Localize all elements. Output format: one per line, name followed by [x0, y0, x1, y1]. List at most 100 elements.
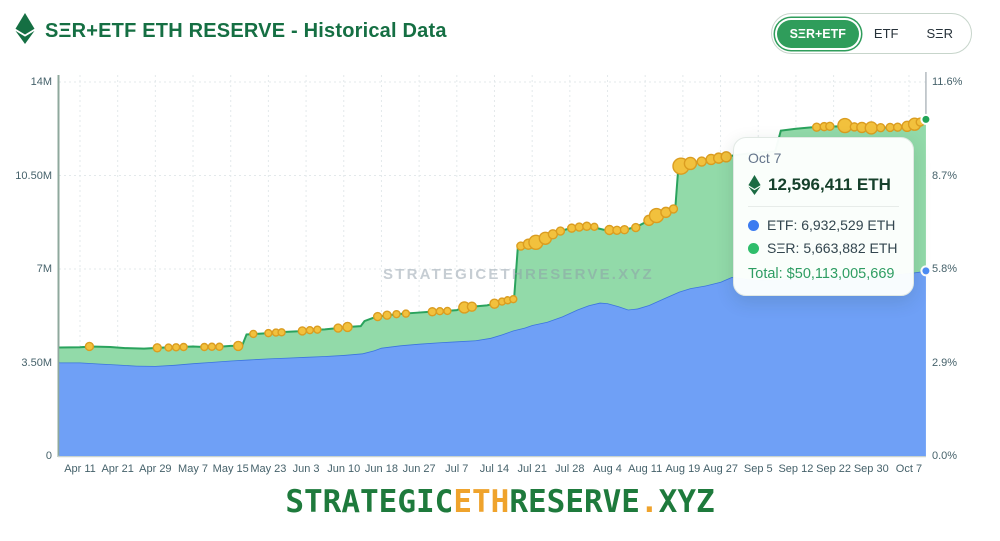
purchase-dot[interactable]	[555, 226, 566, 236]
purchase-dot[interactable]	[207, 342, 217, 351]
purchase-dot[interactable]	[200, 342, 209, 352]
purchase-dot[interactable]	[427, 307, 438, 317]
purchase-dot[interactable]	[885, 122, 895, 133]
wordmark-xyz: XYZ	[658, 484, 715, 520]
purchase-dot[interactable]	[215, 342, 224, 351]
y-axis-label-right: 2.9%	[932, 356, 958, 369]
y-axis-label-right: 5.8%	[932, 263, 958, 275]
x-axis-tick-label: Apr 21	[101, 463, 134, 475]
purchase-dot[interactable]	[264, 328, 273, 338]
purchase-dot[interactable]	[619, 225, 630, 235]
purchase-dot[interactable]	[668, 204, 679, 214]
purchase-dot[interactable]	[683, 156, 698, 171]
tooltip-ser-value: SΞR: 5,663,882 ETH	[767, 240, 898, 256]
tooltip-divider	[748, 206, 899, 207]
x-axis-tick-label: Jul 28	[555, 463, 585, 475]
purchase-dot[interactable]	[84, 341, 95, 352]
purchase-dot[interactable]	[590, 222, 599, 231]
x-axis-tick-label: Jul 7	[445, 463, 469, 475]
purchase-dot[interactable]	[612, 225, 622, 235]
purchase-dot[interactable]	[392, 309, 401, 319]
purchase-dot[interactable]	[811, 122, 822, 132]
toggle-etf[interactable]: ETF	[861, 19, 912, 48]
purchase-dot[interactable]	[466, 301, 478, 312]
purchase-dot[interactable]	[631, 222, 641, 233]
purchase-dot[interactable]	[876, 122, 886, 133]
purchase-dot[interactable]	[435, 307, 445, 316]
y-axis-label-left: 3.50M	[21, 356, 52, 369]
total-end-marker[interactable]	[920, 113, 932, 125]
x-axis-tick-label: Jul 21	[517, 463, 547, 475]
purchase-dot[interactable]	[401, 309, 411, 318]
tooltip-etf-value: ETF: 6,932,529 ETH	[767, 217, 896, 233]
x-axis-tick-label: Apr 29	[139, 463, 172, 475]
purchase-dot[interactable]	[837, 117, 853, 134]
wordmark-reserve: RESERVE	[509, 484, 640, 520]
y-axis-label-right: 11.6%	[932, 76, 963, 88]
purchase-dot[interactable]	[509, 294, 518, 304]
etf-area[interactable]	[59, 270, 926, 456]
y-axis-label-right: 0.0%	[932, 450, 958, 462]
tooltip-total-eth: 12,596,411 ETH	[768, 175, 891, 194]
purchase-dot[interactable]	[305, 325, 315, 335]
purchase-dot[interactable]	[567, 223, 577, 233]
toggle-ser-etf[interactable]: SΞR+ETF	[776, 19, 859, 48]
x-axis-tick-label: Sep 30	[853, 463, 889, 475]
purchase-dot[interactable]	[313, 325, 322, 334]
purchase-dot[interactable]	[864, 121, 878, 135]
x-axis-tick-label: Jun 3	[292, 463, 320, 475]
purchase-dot[interactable]	[892, 122, 903, 132]
tooltip-date: Oct 7	[748, 150, 782, 166]
purchase-dot[interactable]	[171, 343, 181, 352]
purchase-dot[interactable]	[372, 311, 383, 322]
y-axis-label-left: 14M	[30, 76, 52, 88]
tooltip-etf-row: ETF: 6,932,529 ETH	[748, 217, 899, 233]
purchase-dot[interactable]	[582, 221, 592, 231]
purchase-dot[interactable]	[720, 151, 732, 163]
purchase-dot[interactable]	[825, 121, 835, 132]
etf-legend-dot	[748, 219, 759, 231]
x-axis-tick-label: Oct 7	[895, 463, 923, 475]
x-axis-tick-label: Sep 22	[816, 463, 852, 475]
etf-end-marker[interactable]	[920, 265, 932, 277]
purchase-dot[interactable]	[333, 323, 343, 333]
tooltip-total-usd: Total: $50,113,005,669	[748, 266, 895, 282]
x-axis-tick-label: Sep 5	[743, 463, 773, 475]
x-axis-tick-label: Jun 18	[364, 463, 398, 475]
x-axis-tick-label: Jun 27	[402, 463, 436, 475]
x-axis-tick-label: Jun 10	[327, 463, 361, 475]
purchase-dot[interactable]	[164, 343, 173, 352]
x-axis-tick-label: May 15	[212, 463, 249, 475]
y-axis-label-left: 0	[45, 450, 52, 462]
purchase-dot[interactable]	[489, 298, 500, 309]
chart-watermark: STRATEGICETHRESERVE.XYZ	[383, 266, 654, 283]
chart-tooltip: Oct 7 12,596,411 ETH ETF: 6,932,529 ETH …	[733, 137, 914, 296]
x-axis-tick-label: Aug 27	[703, 463, 738, 475]
eth-logo-icon	[15, 13, 35, 44]
x-axis-tick-label: Aug 19	[665, 463, 701, 475]
ser-area[interactable]	[59, 119, 926, 366]
purchase-dot[interactable]	[696, 156, 707, 167]
purchase-dot[interactable]	[233, 340, 244, 352]
view-toggle-group: SΞR+ETF ETF SΞR	[770, 13, 972, 54]
wordmark-dot: .	[639, 484, 659, 520]
purchase-dot[interactable]	[574, 222, 584, 232]
purchase-dot[interactable]	[152, 343, 162, 353]
purchase-dot[interactable]	[277, 328, 286, 337]
toggle-ser[interactable]: SΞR	[913, 19, 966, 48]
wordmark-strategic: STRATEGIC	[285, 484, 454, 520]
wordmark-eth: ETH	[453, 484, 510, 520]
purchase-dot[interactable]	[179, 342, 188, 352]
purchase-dot[interactable]	[382, 310, 392, 320]
y-axis-label-left: 10.50M	[15, 169, 52, 182]
purchase-dot[interactable]	[297, 326, 308, 336]
purchase-dot[interactable]	[342, 321, 353, 333]
purchase-dot[interactable]	[443, 306, 452, 316]
purchase-dot[interactable]	[249, 329, 258, 339]
eth-diamond-icon	[748, 175, 761, 195]
page-title: SΞR+ETF ETH RESERVE - Historical Data	[45, 20, 447, 42]
x-axis-tick-label: Apr 11	[64, 463, 96, 475]
x-axis-tick-label: May 7	[178, 463, 209, 475]
x-axis-tick-label: Sep 12	[778, 463, 814, 475]
